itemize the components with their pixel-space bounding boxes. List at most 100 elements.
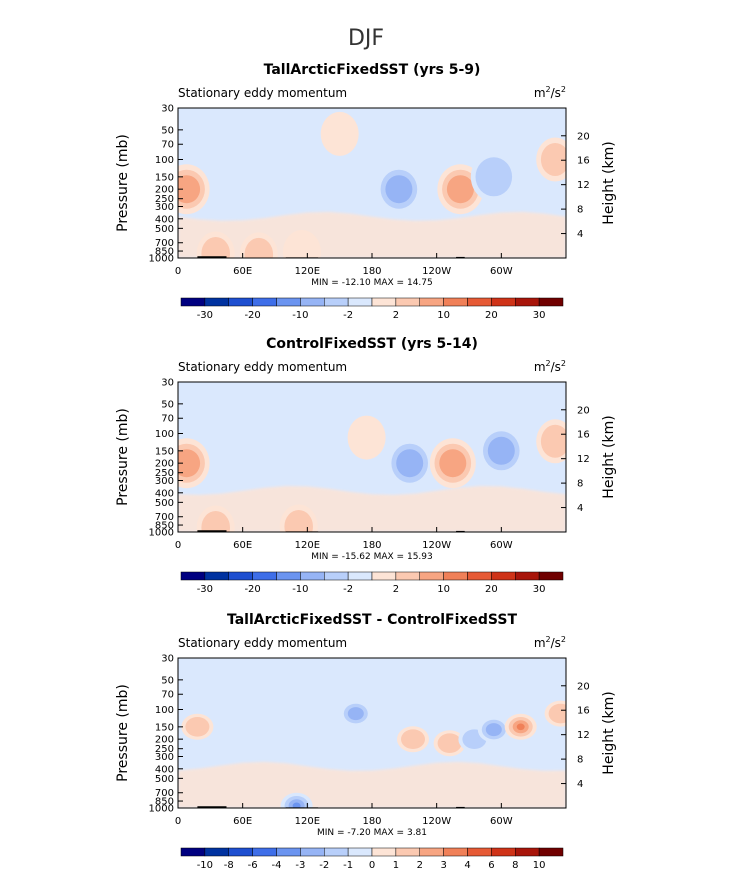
x-tick-label: 120E [295,540,320,551]
contour-level [439,449,467,478]
colorbar-swatch [300,571,325,581]
colorbar-swatch [538,571,564,581]
x-tick-label: 180 [362,816,381,827]
colorbar-swatch [204,847,229,857]
colorbar-swatch [371,847,397,857]
x-tick-label: 0 [175,266,181,277]
units-label: m2/s2 [534,359,566,374]
x-tick-label: 60W [490,266,513,277]
colorbar-swatch [538,847,564,857]
colorbar-label: -6 [248,860,258,871]
contour-level [347,707,364,721]
contour-level [178,449,201,478]
y-right-tick-label: 12 [577,180,590,191]
colorbar-label: -10 [197,860,213,871]
contour-field [178,658,566,808]
units-label: m2/s2 [534,635,566,650]
x-tick-label: 180 [362,266,381,277]
colorbar-label: 0 [369,860,375,871]
contour-level [487,436,515,465]
colorbar-label: -2 [343,584,353,595]
contour-feature [347,415,386,460]
y-tick-label: 500 [155,498,174,509]
colorbar-label: -1 [343,860,353,871]
y-tick-label: 700 [155,788,174,799]
contour-feature [239,232,278,258]
min-max-stats: MIN = -7.20 MAX = 3.81 [317,828,427,838]
colorbar-label: -30 [197,584,213,595]
contour-feature [470,151,517,202]
colorbar-swatch [276,847,301,857]
topography-block [456,256,465,258]
colorbar-label: 30 [533,310,546,321]
contour-feature [478,425,525,476]
colorbar-swatch [515,571,540,581]
y-tick-label: 50 [161,399,174,410]
y-tick-label: 850 [155,521,174,532]
colorbar-swatch [371,297,397,307]
colorbar-swatch [252,571,277,581]
colorbar-label: 3 [440,860,446,871]
contour-level [282,230,321,258]
colorbar: -30 -20 -10 -2 2 10 20 30 [180,297,564,321]
units-sup1: 2 [546,635,551,644]
y-axis-right-label: Height (km) [601,691,617,774]
contour-feature [339,700,372,727]
min-value: -7.20 [347,828,371,838]
y-tick-label: 30 [161,104,174,115]
max-value: 3.81 [407,828,427,838]
contour-level [178,175,201,204]
colorbar-swatch [467,847,492,857]
panel-title: ControlFixedSST (yrs 5-14) [266,336,478,352]
min-value: -12.10 [342,278,371,288]
y-tick-label: 850 [155,797,174,808]
topography-block [197,530,227,532]
y-right-tick-label: 12 [577,730,590,741]
contour-level [548,703,566,724]
y-tick-label: 150 [155,172,174,183]
contour-feature [375,164,422,215]
contour-level [292,802,301,808]
y-tick-label: 250 [155,468,174,479]
y-tick-label: 700 [155,238,174,249]
min-label: MIN = [311,552,339,562]
max-value: 15.93 [407,552,433,562]
colorbar-label: -10 [292,584,308,595]
colorbar-swatch [491,297,516,307]
colorbar-swatch [515,297,540,307]
colorbar-swatch [491,847,516,857]
colorbar-label: -8 [224,860,234,871]
y-axis-right: 20 16 12 8 4 [561,681,590,790]
units-base: m [534,360,546,374]
y-right-tick-label: 16 [577,430,590,441]
colorbar-label: -10 [292,310,308,321]
colorbar-swatch [395,847,420,857]
contour-field [178,108,566,258]
colorbar-swatch [347,571,373,581]
contour-feature [429,438,476,489]
colorbar-label: 10 [437,310,450,321]
colorbar-label: 1 [393,860,399,871]
colorbar-label: -20 [244,310,260,321]
y-tick-label: 150 [155,446,174,457]
y-axis-right: 20 16 12 8 4 [561,131,590,240]
y-right-tick-label: 4 [577,503,583,514]
topography-block [456,530,465,532]
colorbar-swatch [371,571,397,581]
contour-level [540,424,566,458]
max-value: 14.75 [407,278,433,288]
colorbar-swatch [443,297,468,307]
y-tick-label: 200 [155,459,174,470]
colorbar-label: 20 [485,310,498,321]
y-right-tick-label: 20 [577,681,590,692]
colorbar-swatch [324,297,349,307]
colorbar-label: 10 [533,860,546,871]
contour-feature [477,716,510,743]
colorbar-swatch [443,847,468,857]
y-right-tick-label: 12 [577,454,590,465]
y-tick-label: 100 [155,155,174,166]
colorbar-swatch [228,297,253,307]
units-mid: /s [551,86,561,100]
contour-level [401,729,425,749]
